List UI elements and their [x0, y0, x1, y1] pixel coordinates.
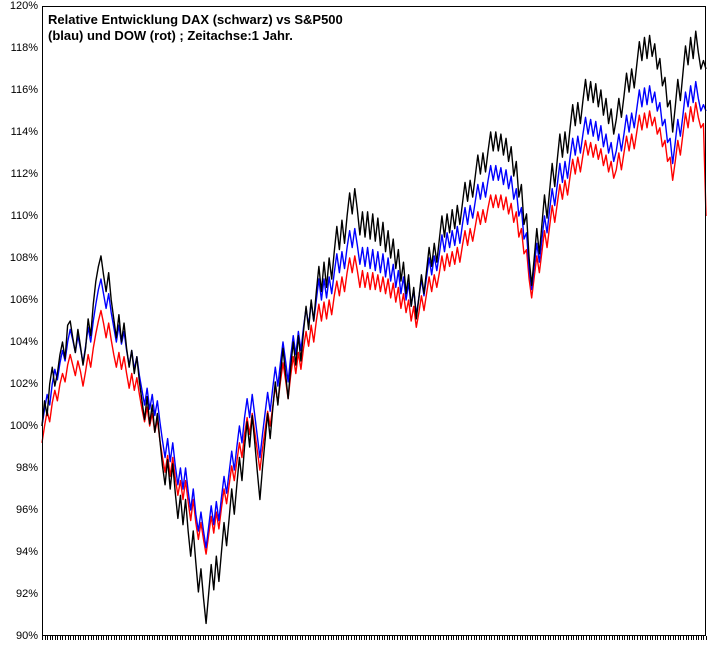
y-tick-label: 92% [16, 588, 42, 600]
y-tick-label: 94% [16, 546, 42, 558]
y-tick-label: 114% [11, 126, 42, 138]
y-tick-label: 96% [16, 504, 42, 516]
y-tick-label: 104% [10, 336, 42, 348]
series-dax [42, 31, 706, 623]
y-tick-label: 120% [10, 0, 42, 12]
series-dow [42, 103, 706, 554]
plot-area: Relative Entwicklung DAX (schwarz) vs S&… [42, 6, 706, 636]
y-tick-label: 100% [10, 420, 42, 432]
series-layer [42, 6, 706, 636]
y-tick-label: 102% [10, 378, 42, 390]
y-tick-label: 118% [11, 42, 42, 54]
y-tick-label: 116% [11, 84, 42, 96]
y-tick-label: 112% [11, 168, 42, 180]
y-tick-label: 90% [16, 630, 42, 642]
y-tick-label: 106% [10, 294, 42, 306]
chart-container: Relative Entwicklung DAX (schwarz) vs S&… [0, 0, 712, 650]
x-axis-ticks [42, 636, 706, 641]
series-s-p500 [42, 82, 706, 548]
y-tick-label: 110% [11, 210, 42, 222]
y-tick-label: 108% [10, 252, 42, 264]
y-tick-label: 98% [16, 462, 42, 474]
